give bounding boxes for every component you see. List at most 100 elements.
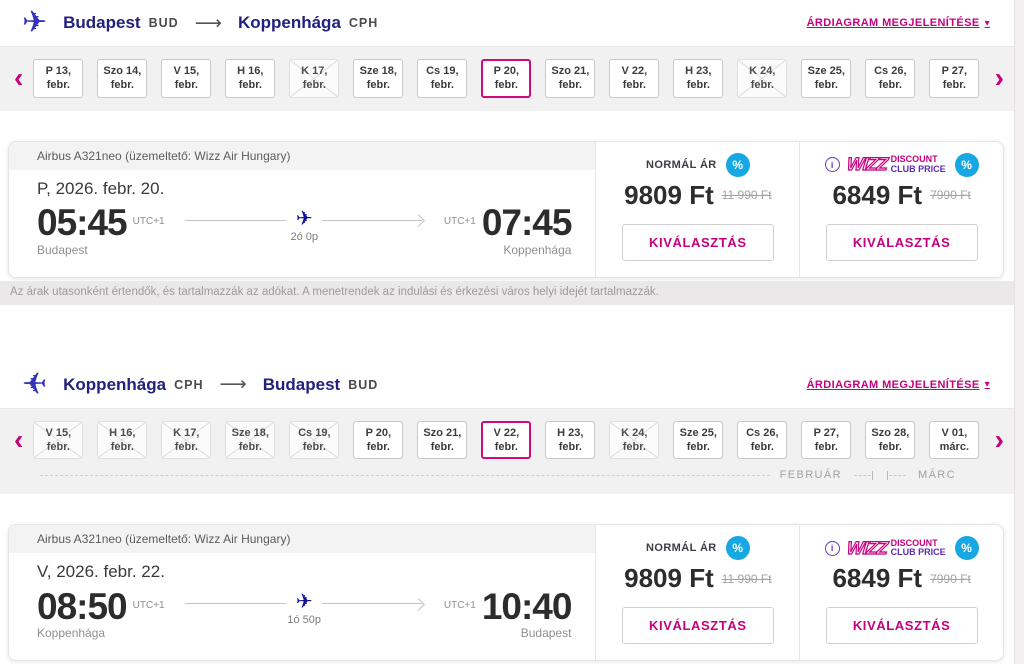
date-tile-list: P 13, febr. Szo 14, febr. V 15, febr. H … <box>33 59 984 98</box>
price-chart-toggle[interactable]: ÁRDIAGRAM MEGJELENÍTÉSE ▾ <box>807 17 990 29</box>
date-tile[interactable]: Sze 25, febr. <box>801 59 852 98</box>
return-flight-section: ✈ Koppenhága CPH ⟶ Budapest BUD ÁRDIAGRA… <box>0 361 1014 664</box>
date-tile[interactable]: P 27, febr. <box>801 420 852 460</box>
info-icon[interactable]: i <box>824 157 840 173</box>
aircraft-info: Airbus A321neo (üzemeltető: Wizz Air Hun… <box>9 525 596 554</box>
info-icon[interactable]: i <box>824 540 840 556</box>
date-tile: H 16, febr. <box>97 420 148 460</box>
flight-path: ✈ 2ó 0p <box>184 203 424 245</box>
percent-badge-icon: % <box>725 152 750 177</box>
route-arrow-icon: ⟶ <box>194 12 222 34</box>
date-tile[interactable]: Szo 14, febr. <box>97 59 148 98</box>
price-chart-toggle[interactable]: ÁRDIAGRAM MEGJELENÍTÉSE ▾ <box>807 379 990 391</box>
caret-down-icon: ▾ <box>984 17 990 29</box>
chevron-left-icon[interactable]: ‹ <box>14 62 24 94</box>
flight-info-column: Airbus A321neo (üzemeltető: Wizz Air Hun… <box>9 525 596 660</box>
club-price-value: 6849 Ft <box>832 563 923 594</box>
club-price-value: 6849 Ft <box>832 179 923 210</box>
date-tile[interactable]: V 22, febr. <box>481 420 532 460</box>
select-club-button[interactable]: KIVÁLASZTÁS <box>825 607 978 645</box>
outbound-flight-section: ✈ Budapest BUD ⟶ Koppenhága CPH ÁRDIAGRA… <box>0 0 1014 305</box>
departure-time: 05:45 <box>37 202 128 244</box>
date-tile[interactable]: Cs 26, febr. <box>865 59 916 98</box>
flight-path: ✈ 1ó 50p <box>184 586 424 628</box>
price-chart-toggle-label: ÁRDIAGRAM MEGJELENÍTÉSE <box>806 17 980 29</box>
arrival-time: 10:40 <box>481 585 573 627</box>
month-dash-line <box>40 474 770 476</box>
route-header: ✈ Koppenhága CPH ⟶ Budapest BUD ÁRDIAGRA… <box>0 361 1014 408</box>
arrival-timezone: UTC+1 <box>443 599 476 611</box>
chevron-left-icon[interactable]: ‹ <box>14 423 24 455</box>
flight-card: Airbus A321neo (üzemeltető: Wizz Air Hun… <box>8 140 1004 278</box>
departure-city: Koppenhága <box>37 626 106 641</box>
flight-date: P, 2026. febr. 20. <box>37 178 165 198</box>
date-tile[interactable]: Cs 26, febr. <box>737 420 788 460</box>
date-tile[interactable]: H 23, febr. <box>545 420 596 460</box>
date-tile[interactable]: H 16, febr. <box>225 59 276 98</box>
destination-code: CPH <box>348 16 379 30</box>
date-tile[interactable]: P 13, febr. <box>33 59 84 98</box>
month-label-left: FEBRUÁR <box>779 469 842 482</box>
normal-price-old: 11 990 Ft <box>721 571 772 586</box>
chevron-right-icon[interactable]: › <box>994 62 1004 94</box>
arrival-city: Budapest <box>520 626 572 641</box>
date-tile[interactable]: Szo 28, febr. <box>865 420 916 460</box>
normal-price-label: NORMÁL ÁR <box>646 158 717 171</box>
destination-code: BUD <box>348 377 379 392</box>
date-tile: K 17, febr. <box>289 59 340 98</box>
date-tile[interactable]: H 23, febr. <box>673 59 724 98</box>
departure-time: 08:50 <box>37 585 128 627</box>
normal-price-label: NORMÁL ÁR <box>646 542 717 555</box>
date-tile[interactable]: Cs 19, febr. <box>417 59 468 98</box>
price-chart-toggle-label: ÁRDIAGRAM MEGJELENÍTÉSE <box>806 378 980 391</box>
date-tile: K 24, febr. <box>737 59 788 98</box>
date-tile[interactable]: V 22, febr. <box>609 59 660 98</box>
arrival-time: 07:45 <box>481 202 573 244</box>
route-arrow-icon: ⟶ <box>219 374 247 396</box>
percent-badge-icon: % <box>954 152 979 177</box>
aircraft-info: Airbus A321neo (üzemeltető: Wizz Air Hun… <box>9 141 596 170</box>
normal-price-column: NORMÁL ÁR % 9809 Ft 11 990 Ft KIVÁLASZTÁ… <box>595 525 799 661</box>
date-tile-list: V 15, febr. H 16, febr. K 17, febr. Sze … <box>33 420 984 460</box>
origin-city: Koppenhága <box>63 374 167 394</box>
date-tile[interactable]: P 20, febr. <box>481 59 532 98</box>
date-tile[interactable]: V 15, febr. <box>161 59 212 98</box>
club-price-column: i WIZZ DISCOUNT CLUB PRICE % 6849 Ft 799… <box>799 141 1003 277</box>
month-boundary-tick <box>882 470 906 480</box>
date-tile: K 24, febr. <box>609 420 660 460</box>
date-tile[interactable]: Sze 18, febr. <box>353 59 404 98</box>
date-carousel: ‹ P 13, febr. Szo 14, febr. V 15, febr. … <box>0 46 1014 111</box>
flight-card: Airbus A321neo (üzemeltető: Wizz Air Hun… <box>8 524 1004 662</box>
percent-badge-icon: % <box>954 536 979 561</box>
caret-down-icon: ▾ <box>984 379 990 391</box>
destination-city: Budapest <box>262 374 341 394</box>
scrollbar-track[interactable] <box>1014 0 1024 664</box>
flight-duration: 1ó 50p <box>287 614 322 627</box>
wizz-logo: WIZZ <box>845 537 888 558</box>
date-tile[interactable]: P 27, febr. <box>929 59 980 98</box>
date-carousel: ‹ V 15, febr. H 16, febr. K 17, febr. Sz… <box>0 407 1014 495</box>
select-normal-button[interactable]: KIVÁLASZTÁS <box>621 607 774 645</box>
date-tile: K 17, febr. <box>161 420 212 460</box>
discount-club-label: DISCOUNT CLUB PRICE <box>890 154 946 174</box>
arrival-timezone: UTC+1 <box>443 216 476 228</box>
origin-code: BUD <box>148 16 179 30</box>
date-tile[interactable]: Szo 21, febr. <box>545 59 596 98</box>
departure-timezone: UTC+1 <box>132 599 165 611</box>
date-tile[interactable]: V 01, márc. <box>929 420 980 460</box>
price-note: Az árak utasonként értendők, és tartalma… <box>0 280 1014 305</box>
discount-club-label: DISCOUNT CLUB PRICE <box>890 537 946 558</box>
date-tile[interactable]: Szo 21, febr. <box>417 420 468 460</box>
destination-city: Koppenhága <box>237 13 341 32</box>
departure-city: Budapest <box>37 242 88 257</box>
month-indicator: FEBRUÁR MÁRC <box>0 469 1014 481</box>
chevron-right-icon[interactable]: › <box>994 423 1004 455</box>
select-club-button[interactable]: KIVÁLASZTÁS <box>825 223 978 261</box>
date-tile[interactable]: P 20, febr. <box>353 420 404 460</box>
date-tile: V 15, febr. <box>33 420 84 460</box>
plane-icon: ✈ <box>22 6 48 39</box>
date-tile[interactable]: Sze 25, febr. <box>673 420 724 460</box>
flight-duration: 2ó 0p <box>290 230 318 243</box>
select-normal-button[interactable]: KIVÁLASZTÁS <box>621 223 774 261</box>
